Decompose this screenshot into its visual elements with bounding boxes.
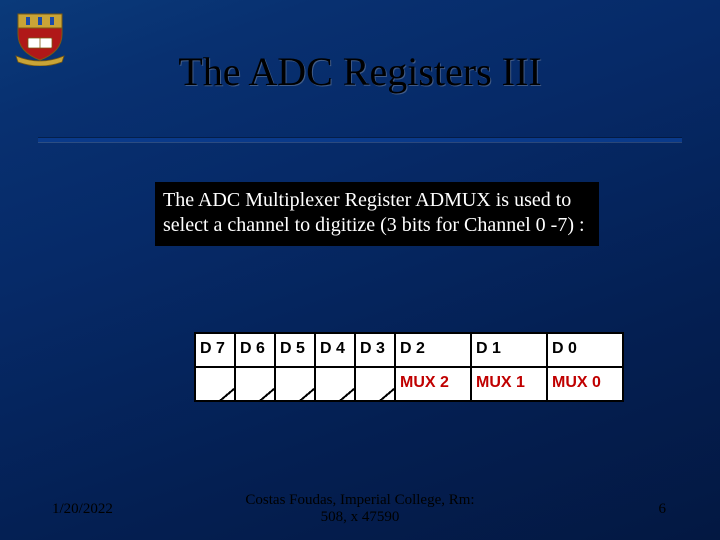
- register-table: D 7 D 6 D 5 D 4 D 3 D 2 D 1 D 0 MUX 2 MU…: [194, 332, 642, 402]
- bit-header: D 1: [471, 333, 547, 367]
- description-box: The ADC Multiplexer Register ADMUX is us…: [155, 182, 599, 246]
- bit-header: D 4: [315, 333, 355, 367]
- bit-unused: [195, 367, 235, 401]
- table-header-row: D 7 D 6 D 5 D 4 D 3 D 2 D 1 D 0: [195, 333, 623, 367]
- bit-mux: MUX 2: [395, 367, 471, 401]
- footer-page-number: 6: [659, 501, 667, 518]
- bit-header: D 6: [235, 333, 275, 367]
- title-underline: [38, 138, 682, 142]
- footer-line2: 508, x 47590: [321, 509, 400, 525]
- slide-title: The ADC Registers III: [0, 48, 720, 95]
- bit-unused: [355, 367, 395, 401]
- bit-unused: [235, 367, 275, 401]
- bit-mux: MUX 0: [547, 367, 623, 401]
- bit-mux: MUX 1: [471, 367, 547, 401]
- table-value-row: MUX 2 MUX 1 MUX 0: [195, 367, 623, 401]
- bit-unused: [275, 367, 315, 401]
- bit-header: D 0: [547, 333, 623, 367]
- bit-header: D 5: [275, 333, 315, 367]
- footer-attribution: Costas Foudas, Imperial College, Rm: 508…: [0, 492, 720, 527]
- footer-line1: Costas Foudas, Imperial College, Rm:: [245, 492, 474, 508]
- bit-header: D 2: [395, 333, 471, 367]
- bit-unused: [315, 367, 355, 401]
- bit-header: D 7: [195, 333, 235, 367]
- bit-header: D 3: [355, 333, 395, 367]
